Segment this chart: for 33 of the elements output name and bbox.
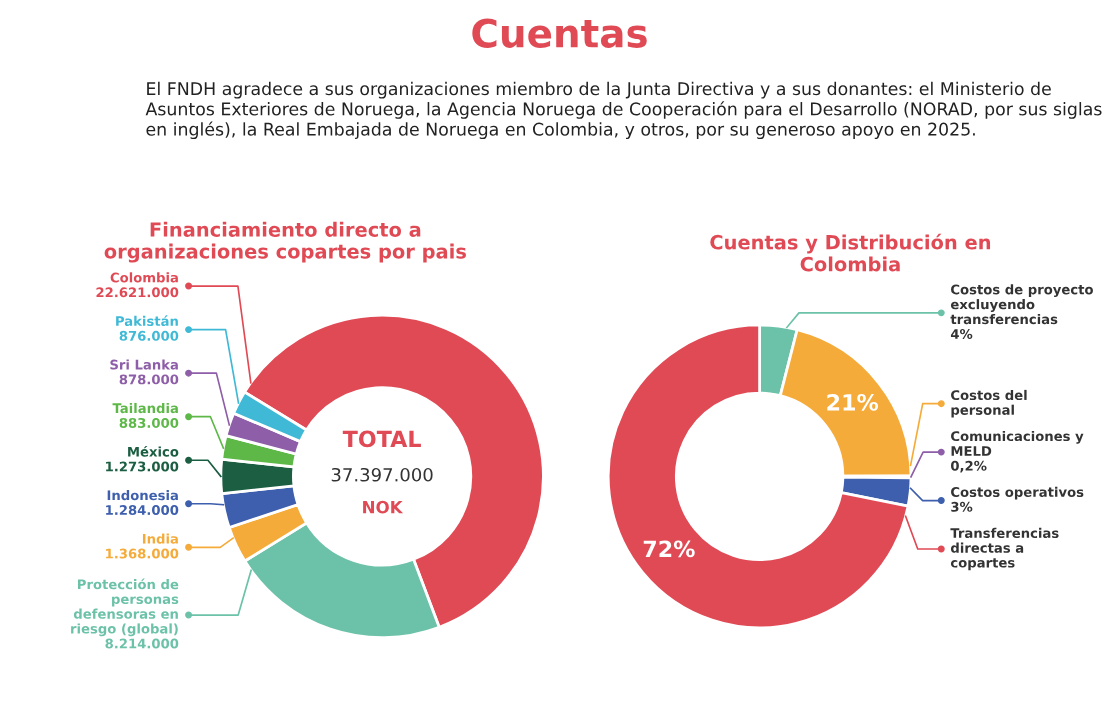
data-label: 883.000 (119, 417, 179, 428)
data-label: 3% (951, 501, 973, 512)
text: El FNDH agradece a sus organizaciones miembro de la Junta Directiva y a sus donantes: el Ministerio de Asuntos Exteriores de Noruega, la Agencia Noruega de Cooperación para el Desarrollo (NORAD, por sus siglas en inglés), la Real Embajada de Noruega en Colombia, y otros, por su generoso apoyo en 2025. (145, 81, 1102, 140)
text: 37.397.000 (331, 467, 433, 482)
legend-label: Tailandia (112, 402, 178, 414)
legend-label: México (128, 445, 179, 457)
text: NOK (363, 500, 404, 514)
data-label: 8.214.000 (105, 638, 179, 649)
chart-title: Financiamiento directo a organizaciones copartes por pais (104, 221, 466, 263)
data-label: 1.368.000 (106, 548, 179, 559)
data-label: 21% (827, 393, 879, 411)
legend-label: Transferencias directas a copartes (950, 527, 1059, 571)
legend-label: Comunicaciones y MELD (951, 430, 1084, 456)
legend-label: India (142, 533, 178, 544)
text: Cuentas (472, 18, 647, 48)
data-label: 0,2% (950, 460, 987, 473)
legend-label: Colombia (110, 272, 178, 283)
legend-label: Costos del personal (951, 389, 1027, 418)
legend-label: Sri Lanka (110, 359, 178, 370)
data-label: 1.284.000 (106, 505, 179, 515)
data-label: 1.273.000 (106, 461, 179, 472)
legend-label: Costos operativos (951, 486, 1084, 500)
chart-title: Cuentas y Distribución en Colombia (710, 233, 991, 272)
data-label: 72% (643, 540, 695, 558)
legend-label: Indonesia (107, 490, 178, 501)
data-label: 878.000 (119, 374, 179, 385)
text: TOTAL (342, 430, 421, 448)
legend-label: Pakistán (116, 315, 178, 327)
data-label: 4% (950, 328, 973, 339)
legend-label: Protección de personas defensoras en riesgo (global) (71, 578, 179, 637)
data-label: 876.000 (119, 330, 179, 341)
data-label: 22.621.000 (96, 287, 179, 298)
legend-label: Costos de proyecto excluyendo transferencias (950, 284, 1093, 325)
